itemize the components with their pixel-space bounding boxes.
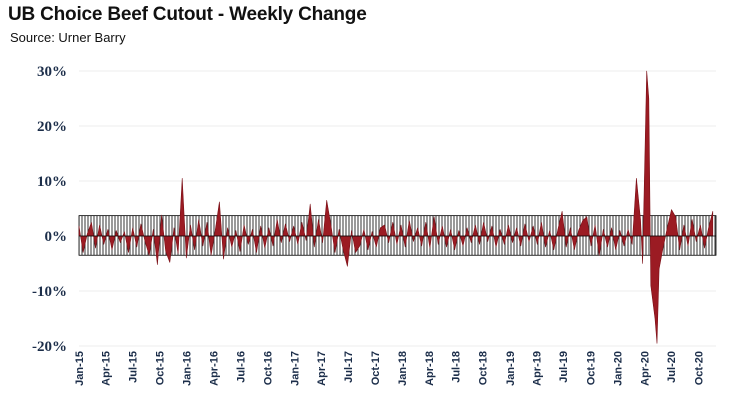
x-tick-label: Apr-20 [639,351,651,386]
x-tick-label: Jan-16 [182,351,194,386]
x-tick-label: Jan-17 [290,351,302,386]
y-axis-ticks: 30% 20% 10% 0% -10% -20% [32,64,67,355]
x-tick-label: Jan-18 [397,351,409,386]
x-tick-label: Oct-19 [585,351,597,385]
x-tick-label: Oct-18 [478,351,490,385]
x-axis-ticks: Jan-15 Apr-15 Jul-15 Oct-15 Jan-16 Apr-16 Jul-… [74,351,705,386]
x-tick-label: Jan-15 [74,351,86,386]
series-area [78,70,716,344]
series-area-path [78,70,714,344]
x-tick-label: Jul-19 [558,351,570,383]
y-tick-label: -20% [32,339,67,355]
x-tick-label: Oct-15 [155,351,167,385]
x-tick-label: Jul-16 [235,351,247,383]
x-tick-label: Apr-17 [316,351,328,386]
x-tick-label: Oct-16 [262,351,274,385]
x-tick-label: Apr-19 [531,351,543,386]
x-tick-label: Oct-20 [693,351,705,385]
y-tick-label: 0% [45,229,68,245]
x-tick-label: Jul-17 [343,351,355,383]
x-tick-label: Jan-20 [613,351,625,386]
x-tick-label: Apr-15 [101,351,113,386]
x-tick-label: Apr-18 [424,351,436,386]
x-tick-label: Jul-18 [451,351,463,383]
y-tick-label: 10% [37,174,67,190]
y-tick-label: -10% [32,284,67,300]
x-tick-label: Jan-19 [505,351,517,386]
x-tick-label: Jul-15 [127,351,139,383]
chart-title: UB Choice Beef Cutout - Weekly Change [8,4,367,25]
x-tick-label: Jul-20 [666,351,678,383]
x-tick-label: Oct-17 [370,351,382,385]
y-tick-label: 20% [37,119,67,135]
y-tick-label: 30% [37,64,67,80]
gridlines [79,70,716,347]
x-tick-label: Apr-16 [209,351,221,386]
chart-subtitle: Source: Urner Barry [10,30,126,45]
